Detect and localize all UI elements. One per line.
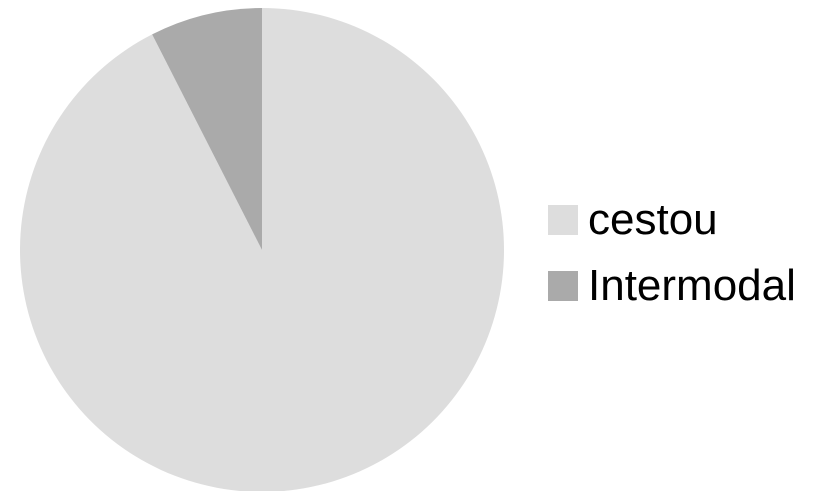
pie-slice-cestou [20,8,504,491]
legend-label-intermodal: Intermodal [588,261,796,310]
legend-swatch-cestou [548,205,578,235]
legend-item-intermodal: Intermodal [548,260,796,312]
legend-swatch-intermodal [548,271,578,301]
legend-label-cestou: cestou [588,195,718,244]
legend-item-cestou: cestou [548,194,796,246]
legend: cestou Intermodal [548,194,796,326]
pie-slice-intermodal [152,8,262,250]
